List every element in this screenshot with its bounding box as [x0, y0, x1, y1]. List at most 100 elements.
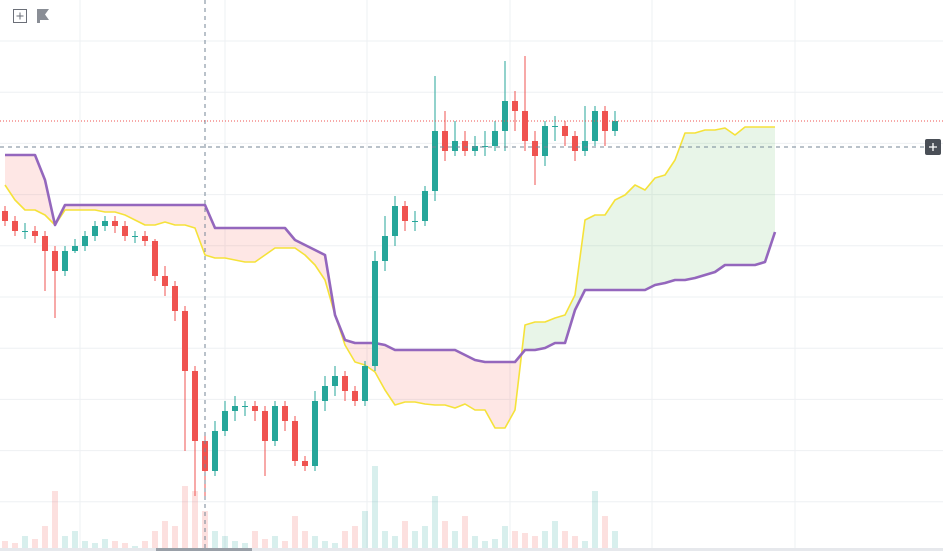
- cloud-fill: [725, 128, 735, 265]
- cloud-fill: [405, 350, 415, 402]
- cloud-fill: [215, 228, 225, 258]
- cloud-fill: [735, 127, 745, 265]
- candle-body: [92, 226, 98, 236]
- candle-body: [82, 236, 88, 246]
- toolbar-plus-icon[interactable]: [13, 9, 27, 23]
- candle-body: [432, 131, 438, 191]
- volume-bar: [62, 536, 68, 551]
- candle-body: [332, 376, 338, 386]
- volume-bar: [92, 543, 98, 551]
- cloud-fill: [175, 205, 185, 225]
- volume-bar: [522, 533, 528, 551]
- cloud-fill: [585, 215, 595, 290]
- volume-bar: [482, 541, 488, 551]
- volume-bar: [352, 526, 358, 551]
- candle-body: [352, 391, 358, 401]
- candle-body: [262, 411, 268, 441]
- volume-bar: [542, 531, 548, 551]
- volume-bar: [502, 526, 508, 551]
- volume-bar: [112, 541, 118, 551]
- candle-body: [252, 406, 258, 411]
- scroll-track: [0, 548, 943, 551]
- volume-bar: [162, 521, 168, 551]
- volume-bar: [2, 541, 8, 551]
- cloud-fill: [465, 355, 475, 410]
- candle-body: [402, 206, 408, 221]
- volume-bar: [102, 539, 108, 551]
- cloud-fill: [715, 128, 725, 272]
- scroll-thumb[interactable]: [156, 548, 252, 551]
- volume-bar: [442, 521, 448, 551]
- candle-body: [452, 141, 458, 151]
- cloud-fill: [475, 360, 485, 410]
- cloud-fill: [765, 127, 775, 262]
- cloud-fill: [425, 350, 435, 405]
- candle-body: [42, 236, 48, 251]
- volume-bar: [42, 526, 48, 551]
- cloud-fill: [205, 205, 215, 258]
- toolbar-plus-cross: [16, 12, 24, 20]
- volume-bar: [342, 531, 348, 551]
- candle-body: [2, 211, 8, 221]
- candle-body: [122, 226, 128, 236]
- candle-body: [442, 131, 448, 151]
- volume-bar: [472, 536, 478, 551]
- volume-bar: [572, 536, 578, 551]
- toolbar-flag-icon[interactable]: [37, 9, 49, 23]
- cloud-fill: [145, 205, 155, 225]
- candle-body: [112, 221, 118, 226]
- cloud-fill: [105, 205, 115, 212]
- candle-body: [422, 191, 428, 221]
- cloud: [5, 127, 775, 428]
- cloud-fill: [315, 250, 325, 280]
- candle-body: [562, 126, 568, 136]
- candle-body: [572, 136, 578, 151]
- candle-body: [542, 126, 548, 156]
- volume-bar: [362, 511, 368, 551]
- volume-bar: [52, 491, 58, 551]
- cloud-fill: [675, 133, 685, 280]
- cloud-fill: [275, 228, 285, 248]
- volume-bar: [412, 531, 418, 551]
- volume-bar: [332, 543, 338, 551]
- volume-bar: [422, 526, 428, 551]
- cloud-fill: [25, 155, 35, 210]
- cloud-fill: [685, 133, 695, 280]
- volume-bar: [242, 543, 248, 551]
- volume-bar: [142, 541, 148, 551]
- span-a-line: [4, 126, 775, 429]
- volume-bar: [262, 539, 268, 551]
- volume-bar: [372, 466, 378, 551]
- candle-body: [372, 261, 378, 366]
- candle-body: [192, 371, 198, 441]
- ichimoku-lines: [4, 126, 777, 429]
- span-b-line: [5, 153, 777, 364]
- candle-body: [532, 141, 538, 156]
- candle-body: [582, 141, 588, 151]
- candle-body: [522, 111, 528, 141]
- cloud-fill: [185, 205, 195, 228]
- candle-body: [132, 236, 138, 237]
- cloud-fill: [485, 362, 495, 428]
- volume-bar: [292, 516, 298, 551]
- volume-bar: [582, 541, 588, 551]
- cloud-fill: [165, 205, 175, 225]
- volume-bar: [402, 521, 408, 551]
- cloud-fill: [195, 205, 205, 255]
- volume-bar: [322, 541, 328, 551]
- cloud-fill: [155, 205, 165, 225]
- candle-body: [502, 101, 508, 131]
- candle-body: [272, 406, 278, 441]
- volume-bar: [462, 516, 468, 551]
- volume-bar: [232, 541, 238, 551]
- cloud-fill: [245, 228, 255, 262]
- candle-body: [242, 406, 248, 407]
- candle-body: [362, 366, 368, 401]
- candle-body: [32, 231, 38, 236]
- volume-bar: [22, 536, 28, 551]
- cloud-fill: [665, 160, 675, 283]
- cloud-fill: [705, 130, 715, 275]
- candle-body: [312, 401, 318, 466]
- cloud-fill: [595, 215, 605, 290]
